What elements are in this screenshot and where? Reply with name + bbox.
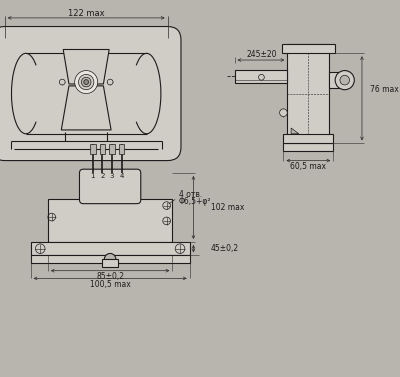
Text: 245±20: 245±20: [246, 50, 277, 59]
Bar: [100, 144, 105, 154]
Text: 102 max: 102 max: [211, 203, 244, 212]
Bar: [102, 259, 118, 267]
Bar: [31, 242, 190, 255]
Polygon shape: [63, 49, 109, 84]
Text: 2: 2: [100, 173, 105, 179]
Text: 45±0,2: 45±0,2: [211, 244, 239, 253]
Circle shape: [107, 79, 113, 85]
Bar: [284, 134, 333, 143]
Circle shape: [340, 75, 350, 85]
Bar: [284, 143, 333, 151]
Bar: [287, 44, 330, 143]
Polygon shape: [291, 128, 299, 134]
Bar: [48, 199, 172, 242]
Polygon shape: [61, 86, 111, 130]
Circle shape: [78, 74, 94, 90]
Bar: [119, 144, 124, 154]
Text: 60,5 max: 60,5 max: [290, 162, 326, 171]
Circle shape: [75, 70, 98, 93]
Bar: [330, 72, 339, 88]
Circle shape: [104, 253, 116, 265]
Circle shape: [84, 80, 88, 84]
Bar: [282, 44, 335, 53]
Circle shape: [335, 70, 354, 90]
FancyBboxPatch shape: [0, 26, 181, 161]
Circle shape: [81, 77, 91, 87]
Text: 122 max: 122 max: [68, 9, 104, 18]
Bar: [109, 144, 115, 154]
Text: 1: 1: [91, 173, 95, 179]
Text: 100,5 max: 100,5 max: [90, 280, 130, 289]
Text: 76 max: 76 max: [370, 85, 398, 94]
Text: 85±0,2: 85±0,2: [96, 272, 124, 281]
Text: 3: 3: [110, 173, 114, 179]
Bar: [235, 70, 287, 83]
Text: Φ6,5+φ²: Φ6,5+φ²: [179, 197, 212, 206]
Circle shape: [59, 79, 65, 85]
Circle shape: [280, 109, 287, 116]
Circle shape: [258, 74, 264, 80]
Bar: [31, 255, 190, 263]
Bar: [90, 144, 96, 154]
FancyBboxPatch shape: [80, 169, 141, 204]
Text: 4: 4: [120, 173, 124, 179]
Text: 4 отв.: 4 отв.: [179, 190, 202, 199]
